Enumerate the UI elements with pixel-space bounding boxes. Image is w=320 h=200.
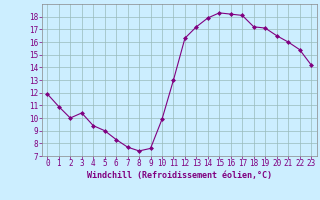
X-axis label: Windchill (Refroidissement éolien,°C): Windchill (Refroidissement éolien,°C) (87, 171, 272, 180)
